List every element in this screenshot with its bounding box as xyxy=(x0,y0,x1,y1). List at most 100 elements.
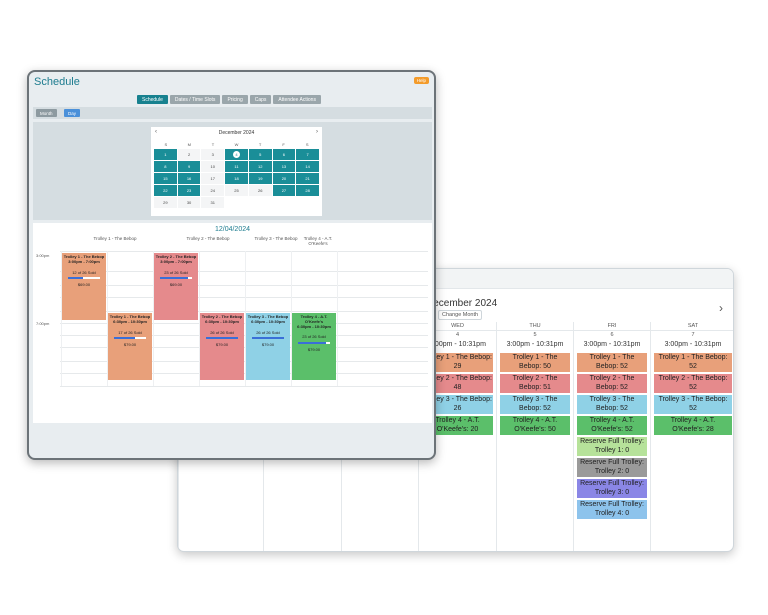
next-month-icon[interactable]: › xyxy=(316,129,318,135)
day-schedule: 12/04/2024 Trolley 1 - The Bebop Trolley … xyxy=(33,223,432,423)
calendar-day[interactable]: 12 xyxy=(248,161,272,172)
weekday-label: THU xyxy=(497,322,573,331)
grid-line xyxy=(60,347,428,348)
time-slot-event[interactable]: Trolley 4 - A.T. O'Keefe's 6:30pm - 10:30… xyxy=(292,313,336,380)
calendar-day[interactable]: 2 xyxy=(177,149,201,160)
day-grid: 1 2 3 4 5 6 7 8 9 10 11 12 13 14 15 16 17 18 19 20 21 22 23 24 2… xyxy=(154,149,319,208)
calendar-day[interactable]: 6 xyxy=(272,149,296,160)
calendar-day xyxy=(249,197,272,208)
day-number: 19 xyxy=(257,176,263,181)
selected-day[interactable]: 4 xyxy=(225,149,248,160)
calendar-day[interactable]: 28 xyxy=(296,185,319,196)
calendar-day[interactable]: 27 xyxy=(272,185,296,196)
tab-schedule[interactable]: Schedule xyxy=(137,95,168,104)
day-number: 1 xyxy=(164,152,167,157)
calendar-day[interactable]: 21 xyxy=(296,173,319,184)
calendar-day xyxy=(273,197,296,208)
month-day-column: THU 5 3:00pm - 10:31pm Trolley 1 - The Bebo… xyxy=(496,322,573,551)
sold-count: 17 of 26 Sold xyxy=(118,329,142,335)
grid-line xyxy=(199,251,200,386)
next-month-icon[interactable]: › xyxy=(719,301,723,315)
calendar-day[interactable]: 30 xyxy=(177,197,201,208)
change-month-button[interactable]: Change Month xyxy=(438,310,483,320)
calendar-day[interactable]: 3 xyxy=(201,149,225,160)
calendar-day[interactable]: 8 xyxy=(154,161,177,172)
day-number: 16 xyxy=(186,176,192,181)
trolley-event[interactable]: Trolley 3 - The Bebop: 52 xyxy=(654,395,732,414)
tab-caps[interactable]: Caps xyxy=(249,95,272,104)
trolley-event[interactable]: Trolley 3 - The Bebop: 52 xyxy=(500,395,570,414)
trolley-event[interactable]: Trolley 4 - A.T. O'Keefe's: 50 xyxy=(500,416,570,435)
tab-dates-time-slots[interactable]: Dates / Time Slots xyxy=(169,95,221,104)
time-range: 3:00pm - 10:31pm xyxy=(664,341,722,348)
price: $69.00 xyxy=(77,282,91,288)
sold-progress-bar xyxy=(68,277,100,280)
calendar-day[interactable]: 22 xyxy=(154,185,177,196)
tab-pricing[interactable]: Pricing xyxy=(222,95,248,104)
grid-line xyxy=(245,251,246,386)
calendar-day[interactable]: 23 xyxy=(177,185,201,196)
trolley-column-header: Trolley 1 - The Bebop xyxy=(93,236,137,241)
trolley-event[interactable]: Trolley 2 - The Bebop: 48 xyxy=(422,374,493,393)
day-number: 24 xyxy=(210,188,215,193)
calendar-day[interactable]: 26 xyxy=(248,185,272,196)
time-slot-event[interactable]: Trolley 1 - The Bebop 3:00pm - 7:00pm 12 o… xyxy=(62,253,106,320)
time-slot-event[interactable]: Trolley 2 - The Bebop 6:30pm - 10:30pm 26 … xyxy=(200,313,244,380)
calendar-day[interactable]: 10 xyxy=(201,161,225,172)
month-view-window: December 2024 Change Month › WED 4 3:00pm … xyxy=(177,268,734,552)
reserve-full-trolley-event[interactable]: Reserve Full Trolley: Trolley 4: 0 xyxy=(577,500,647,519)
month-view-button[interactable]: Month xyxy=(36,109,57,117)
time-slot-event[interactable]: Trolley 3 - The Bebop 6:30pm - 10:30pm 26 … xyxy=(246,313,290,380)
calendar-day[interactable]: 11 xyxy=(225,161,248,172)
trolley-event[interactable]: Trolley 1 - The Bebop: 29 xyxy=(422,353,493,372)
tab-attendee-actions[interactable]: Attendee Actions xyxy=(273,95,321,104)
calendar-day[interactable]: 13 xyxy=(272,161,296,172)
time-label: 7:00pm xyxy=(36,321,50,326)
prev-month-icon[interactable]: ‹ xyxy=(155,129,157,135)
grid-line xyxy=(60,285,428,286)
trolley-event[interactable]: Trolley 2 - The Bebop: 51 xyxy=(500,374,570,393)
grid-line xyxy=(107,251,108,386)
trolley-event[interactable]: Trolley 1 - The Bebop: 50 xyxy=(500,353,570,372)
calendar-day[interactable]: 15 xyxy=(154,173,177,184)
trolley-event[interactable]: Trolley 1 - The Bebop: 52 xyxy=(654,353,732,372)
trolley-event[interactable]: Trolley 4 - A.T. O'Keefe's: 28 xyxy=(654,416,732,435)
price: $79.00 xyxy=(215,342,229,348)
calendar-day[interactable]: 5 xyxy=(248,149,272,160)
trolley-event[interactable]: Trolley 4 - A.T. O'Keefe's: 52 xyxy=(577,416,647,435)
help-button[interactable]: Help xyxy=(413,77,429,84)
trolley-event[interactable]: Trolley 3 - The Bebop: 26 xyxy=(422,395,493,414)
calendar-day[interactable]: 18 xyxy=(225,173,248,184)
calendar-day[interactable]: 14 xyxy=(296,161,319,172)
time-slot-event[interactable]: Trolley 1 - The Bebop 6:30pm - 10:30pm 17 … xyxy=(108,313,152,380)
day-view-button[interactable]: Day xyxy=(64,109,81,117)
weekday-label: T xyxy=(211,142,215,147)
trolley-event[interactable]: Trolley 1 - The Bebop: 52 xyxy=(577,353,647,372)
month-day-column: SAT 7 3:00pm - 10:31pm Trolley 1 - The Bebo… xyxy=(650,322,733,551)
day-number: 10 xyxy=(210,164,215,169)
price: $69.00 xyxy=(169,282,183,288)
event-time: 6:30pm - 10:30pm xyxy=(297,323,331,329)
calendar-day[interactable]: 25 xyxy=(225,185,248,196)
calendar-day[interactable]: 17 xyxy=(201,173,225,184)
calendar-day[interactable]: 20 xyxy=(272,173,296,184)
calendar-day[interactable]: 1 xyxy=(154,149,177,160)
calendar-day[interactable]: 16 xyxy=(177,173,201,184)
calendar-day[interactable]: 24 xyxy=(201,185,225,196)
trolley-event[interactable]: Trolley 2 - The Bebop: 52 xyxy=(654,374,732,393)
sold-count: 23 of 26 Sold xyxy=(302,334,326,340)
trolley-event[interactable]: Trolley 4 - A.T. O'Keefe's: 20 xyxy=(422,416,493,435)
reserve-full-trolley-event[interactable]: Reserve Full Trolley: Trolley 1: 0 xyxy=(577,437,647,456)
trolley-event[interactable]: Trolley 2 - The Bebop: 52 xyxy=(577,374,647,393)
calendar-day[interactable]: 31 xyxy=(201,197,225,208)
trolley-event[interactable]: Trolley 3 - The Bebop: 52 xyxy=(577,395,647,414)
calendar-day[interactable]: 19 xyxy=(248,173,272,184)
calendar-day[interactable]: 29 xyxy=(154,197,177,208)
reserve-full-trolley-event[interactable]: Reserve Full Trolley: Trolley 2: 0 xyxy=(577,458,647,477)
event-time: 3:00pm - 7:00pm xyxy=(68,258,100,264)
reserve-full-trolley-event[interactable]: Reserve Full Trolley: Trolley 3: 0 xyxy=(577,479,647,498)
calendar-day[interactable]: 9 xyxy=(177,161,201,172)
time-slot-event[interactable]: Trolley 2 - The Bebop 3:00pm - 7:00pm 23 o… xyxy=(154,253,198,320)
calendar-day[interactable]: 7 xyxy=(296,149,319,160)
